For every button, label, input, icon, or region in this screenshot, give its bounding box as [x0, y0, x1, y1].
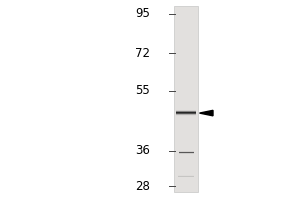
Bar [174, 6, 198, 192]
Polygon shape [200, 110, 213, 116]
Text: 36: 36 [135, 144, 150, 157]
Text: 72: 72 [135, 47, 150, 60]
Text: 95: 95 [135, 7, 150, 20]
Bar [176, 112, 196, 113]
Bar [176, 112, 196, 113]
Bar [176, 110, 196, 111]
Bar [176, 111, 196, 112]
Bar [176, 114, 196, 115]
Text: 28: 28 [135, 180, 150, 192]
Bar [176, 110, 196, 111]
Bar [176, 115, 196, 116]
Bar [176, 113, 196, 114]
Bar [176, 111, 196, 112]
Text: 55: 55 [135, 84, 150, 97]
